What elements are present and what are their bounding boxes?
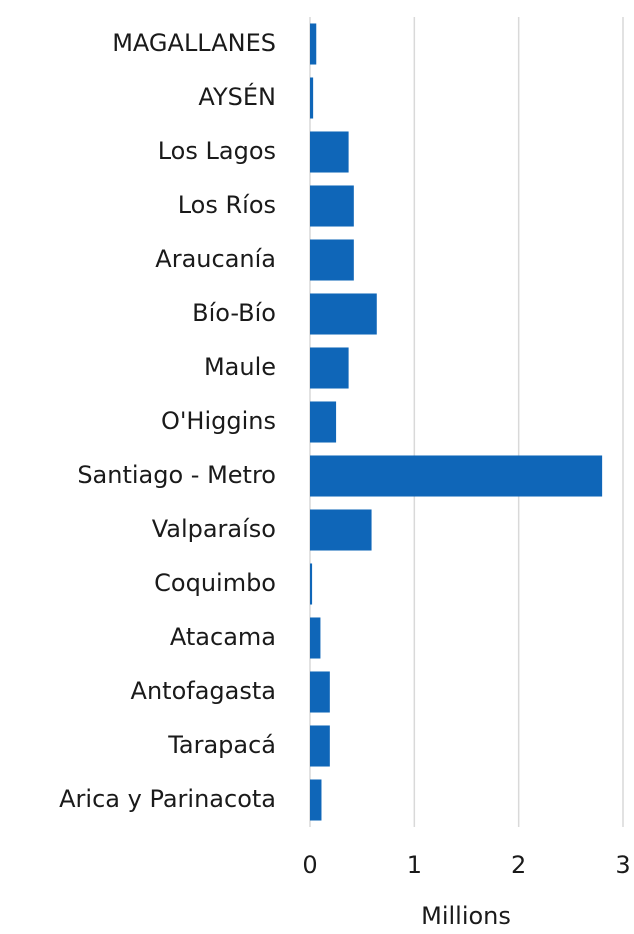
x-tick-label: 0 [302, 851, 317, 879]
bar [310, 617, 321, 659]
y-tick-label: Atacama [170, 623, 276, 651]
y-tick-label: Santiago - Metro [77, 461, 276, 489]
bar [310, 23, 317, 65]
bar [310, 293, 377, 335]
y-tick-label: Los Ríos [178, 191, 276, 219]
y-tick-label: Arica y Parinacota [59, 785, 276, 813]
bar [310, 563, 313, 605]
bar [310, 347, 349, 389]
bar [310, 185, 354, 227]
bar [310, 131, 349, 173]
y-tick-label: Coquimbo [154, 569, 276, 597]
y-tick-label: O'Higgins [161, 407, 276, 435]
y-tick-label: Tarapacá [167, 731, 276, 759]
x-tick-label: 1 [407, 851, 422, 879]
y-tick-label: AYSÉN [198, 82, 276, 111]
bar [310, 401, 337, 443]
bar [310, 77, 314, 119]
x-tick-label: 3 [615, 851, 630, 879]
y-tick-label: Bío-Bío [192, 299, 276, 327]
y-tick-label: Maule [204, 353, 276, 381]
y-tick-label: Araucanía [155, 245, 276, 273]
bar [310, 671, 330, 713]
bar [310, 779, 322, 821]
bar [310, 455, 603, 497]
x-tick-label: 2 [511, 851, 526, 879]
y-tick-label: Antofagasta [131, 677, 276, 705]
bar [310, 239, 354, 281]
bar [310, 725, 330, 767]
y-tick-label: Valparaíso [152, 515, 276, 543]
bar [310, 509, 372, 551]
y-tick-label: MAGALLANES [112, 29, 276, 57]
y-tick-label: Los Lagos [158, 137, 276, 165]
x-axis-label: Millions [421, 902, 511, 930]
